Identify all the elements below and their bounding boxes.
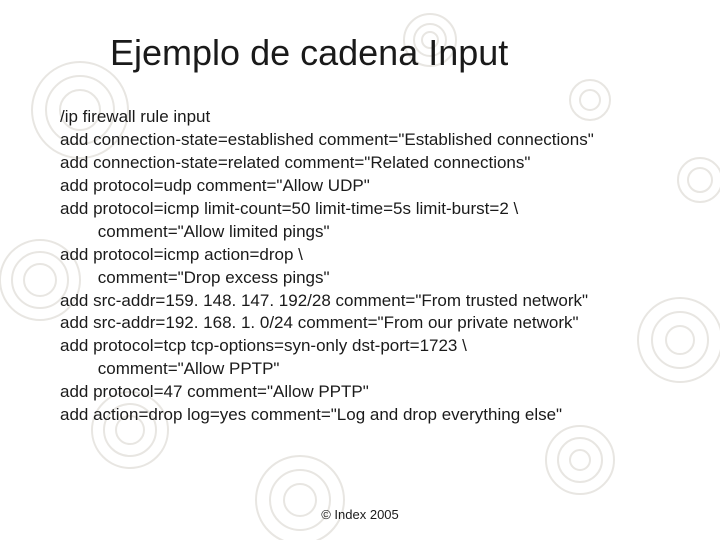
code-line: add protocol=47 comment="Allow PPTP"	[60, 382, 369, 401]
code-line: add protocol=icmp action=drop \	[60, 245, 303, 264]
slide-title: Ejemplo de cadena Input	[110, 32, 680, 74]
code-block: /ip firewall rule input add connection-s…	[60, 106, 680, 427]
code-line: add protocol=udp comment="Allow UDP"	[60, 176, 370, 195]
code-line: add connection-state=related comment="Re…	[60, 153, 530, 172]
code-line: add connection-state=established comment…	[60, 130, 594, 149]
code-line: /ip firewall rule input	[60, 107, 210, 126]
footer-copyright: © Index 2005	[0, 507, 720, 522]
code-line: comment="Drop excess pings"	[60, 268, 330, 287]
code-line: add src-addr=192. 168. 1. 0/24 comment="…	[60, 313, 579, 332]
code-line: comment="Allow PPTP"	[60, 359, 279, 378]
code-line: add action=drop log=yes comment="Log and…	[60, 405, 562, 424]
code-line: add src-addr=159. 148. 147. 192/28 comme…	[60, 291, 588, 310]
code-line: comment="Allow limited pings"	[60, 222, 330, 241]
slide: Ejemplo de cadena Input /ip firewall rul…	[0, 0, 720, 540]
code-line: add protocol=tcp tcp-options=syn-only ds…	[60, 336, 467, 355]
code-line: add protocol=icmp limit-count=50 limit-t…	[60, 199, 518, 218]
